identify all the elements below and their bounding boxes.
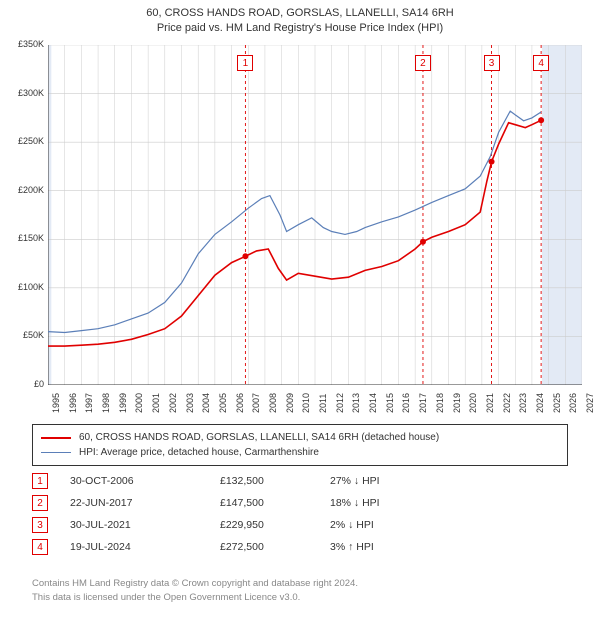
x-tick-label: 2026 [568,393,578,413]
chart-area [48,45,582,385]
x-tick-label: 2004 [201,393,211,413]
chart-container: 60, CROSS HANDS ROAD, GORSLAS, LLANELLI,… [0,0,600,620]
legend-swatch-property [41,437,71,439]
x-tick-label: 2011 [318,394,328,413]
x-tick-label: 1996 [68,393,78,413]
y-tick-label: £200K [4,185,44,195]
sale-price-2: £147,500 [220,497,330,509]
sale-marker-3: 3 [32,517,48,533]
sale-date-1: 30-OCT-2006 [70,475,220,487]
x-tick-label: 1998 [101,393,111,413]
chart-svg [48,45,582,385]
x-tick-label: 2012 [335,393,345,413]
x-tick-label: 2020 [468,393,478,413]
sale-row-2: 2 22-JUN-2017 £147,500 18% ↓ HPI [32,492,568,514]
x-tick-label: 2001 [151,393,161,413]
x-tick-label: 2005 [218,393,228,413]
sale-date-3: 30-JUL-2021 [70,519,220,531]
sale-delta-4: 3% ↑ HPI [330,541,450,553]
sale-price-1: £132,500 [220,475,330,487]
footer-line2: This data is licensed under the Open Gov… [32,591,568,604]
legend-row-hpi: HPI: Average price, detached house, Carm… [41,445,559,460]
y-tick-label: £350K [4,39,44,49]
legend-label-hpi: HPI: Average price, detached house, Carm… [79,445,319,460]
x-tick-label: 2002 [168,393,178,413]
x-tick-label: 1995 [51,393,61,413]
x-tick-label: 2007 [251,393,261,413]
sale-delta-1: 27% ↓ HPI [330,475,450,487]
y-tick-label: £300K [4,88,44,98]
x-tick-label: 1999 [118,393,128,413]
x-tick-label: 1997 [84,393,94,413]
sales-block: 1 30-OCT-2006 £132,500 27% ↓ HPI 2 22-JU… [32,470,568,558]
chart-sale-marker: 2 [415,55,431,71]
x-tick-label: 2023 [518,393,528,413]
x-tick-label: 2018 [435,393,445,413]
title-line1: 60, CROSS HANDS ROAD, GORSLAS, LLANELLI,… [0,6,600,21]
title-line2: Price paid vs. HM Land Registry's House … [0,21,600,36]
sale-marker-2: 2 [32,495,48,511]
y-tick-label: £150K [4,233,44,243]
x-tick-label: 2006 [235,393,245,413]
sale-price-4: £272,500 [220,541,330,553]
sale-price-3: £229,950 [220,519,330,531]
sale-row-4: 4 19-JUL-2024 £272,500 3% ↑ HPI [32,536,568,558]
chart-sale-marker: 4 [533,55,549,71]
title-block: 60, CROSS HANDS ROAD, GORSLAS, LLANELLI,… [0,0,600,37]
y-tick-label: £250K [4,136,44,146]
footer: Contains HM Land Registry data © Crown c… [32,577,568,604]
x-tick-label: 2017 [418,393,428,413]
x-tick-label: 2014 [368,393,378,413]
footer-line1: Contains HM Land Registry data © Crown c… [32,577,568,590]
sale-marker-4: 4 [32,539,48,555]
y-tick-label: £0 [4,379,44,389]
x-tick-label: 2019 [452,393,462,413]
chart-sale-marker: 1 [237,55,253,71]
y-tick-label: £100K [4,282,44,292]
x-tick-label: 2025 [552,393,562,413]
x-tick-label: 2015 [385,393,395,413]
sale-marker-1: 1 [32,473,48,489]
legend: 60, CROSS HANDS ROAD, GORSLAS, LLANELLI,… [32,424,568,466]
x-tick-label: 2013 [351,393,361,413]
x-tick-label: 2016 [401,393,411,413]
sale-date-2: 22-JUN-2017 [70,497,220,509]
sale-row-1: 1 30-OCT-2006 £132,500 27% ↓ HPI [32,470,568,492]
legend-row-property: 60, CROSS HANDS ROAD, GORSLAS, LLANELLI,… [41,430,559,445]
sale-row-3: 3 30-JUL-2021 £229,950 2% ↓ HPI [32,514,568,536]
sale-date-4: 19-JUL-2024 [70,541,220,553]
x-tick-label: 2000 [134,393,144,413]
x-tick-label: 2003 [185,393,195,413]
x-tick-label: 2024 [535,393,545,413]
sale-delta-2: 18% ↓ HPI [330,497,450,509]
x-tick-label: 2010 [301,393,311,413]
x-tick-label: 2009 [285,393,295,413]
x-tick-label: 2021 [485,393,495,413]
sale-delta-3: 2% ↓ HPI [330,519,450,531]
x-tick-label: 2022 [502,393,512,413]
legend-swatch-hpi [41,452,71,453]
x-tick-label: 2027 [585,393,595,413]
chart-sale-marker: 3 [484,55,500,71]
legend-label-property: 60, CROSS HANDS ROAD, GORSLAS, LLANELLI,… [79,430,439,445]
y-tick-label: £50K [4,330,44,340]
x-tick-label: 2008 [268,393,278,413]
